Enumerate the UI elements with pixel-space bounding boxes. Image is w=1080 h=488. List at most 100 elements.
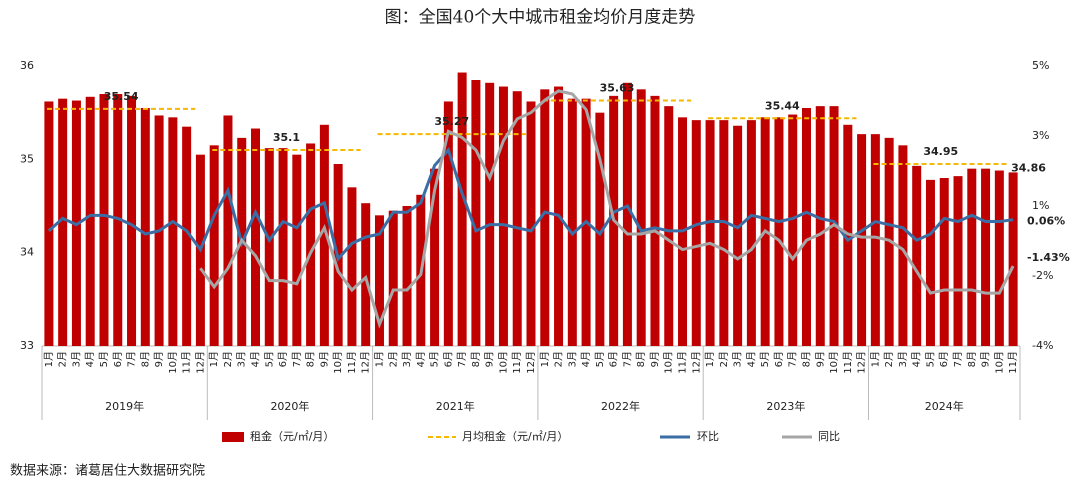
bar [622, 82, 632, 347]
bar [870, 134, 880, 346]
x-tick-label: 11月 [842, 351, 854, 374]
x-tick-label: 10月 [993, 351, 1005, 374]
x-tick-label: 10月 [332, 351, 344, 374]
x-tick-label: 8月 [800, 351, 812, 367]
x-tick-label: 3月 [401, 351, 413, 367]
bar [788, 114, 798, 347]
bar [471, 80, 481, 346]
x-tick-label: 4月 [250, 351, 262, 367]
x-tick-label: 12月 [360, 351, 372, 374]
bar [719, 120, 729, 346]
x-tick-label: 9月 [980, 351, 992, 367]
x-tick-label: 6月 [277, 351, 289, 367]
y-tick-label: 35 [20, 152, 34, 165]
x-tick-label: 10月 [497, 351, 509, 374]
bar [801, 108, 811, 346]
x-tick-label: 9月 [318, 351, 330, 367]
x-tick-label: 2月 [387, 351, 399, 367]
x-tick-label: 3月 [897, 351, 909, 367]
x-tick-label: 3月 [70, 351, 82, 367]
bar [443, 101, 453, 346]
bar [292, 154, 302, 346]
bar [746, 120, 756, 346]
x-tick-label: 7月 [621, 351, 633, 367]
bar [815, 106, 825, 346]
bar [691, 120, 701, 346]
x-tick-label: 8月 [966, 351, 978, 367]
bar [912, 165, 922, 346]
x-tick-label: 1月 [208, 351, 220, 367]
bar [939, 178, 949, 346]
x-tick-label: 6月 [442, 351, 454, 367]
x-tick-label: 1月 [869, 351, 881, 367]
x-tick-label: 5月 [429, 351, 441, 367]
x-tick-label: 8月 [139, 351, 151, 367]
bar [223, 115, 233, 346]
bar [347, 187, 357, 346]
x-tick-label: 8月 [635, 351, 647, 367]
year-label: 2020年 [270, 399, 309, 413]
x-tick-label: 12月 [525, 351, 537, 374]
line-series [199, 89, 1015, 329]
bar [498, 86, 508, 347]
x-tick-label: 12月 [856, 351, 868, 374]
bar [664, 106, 674, 346]
x-tick-label: 4月 [580, 351, 592, 367]
y2-tick-label: 1% [1032, 199, 1049, 212]
chart-title: 图：全国40个大中城市租金均价月度走势 [385, 8, 696, 28]
bar [209, 145, 219, 346]
x-tick-label: 11月 [511, 351, 523, 374]
bar [595, 112, 605, 347]
legend-label: 租金（元/㎡/月） [250, 429, 334, 443]
bar-end-label: 34.86 [1011, 161, 1046, 174]
bar [636, 89, 646, 346]
bar [457, 72, 467, 347]
average-label: 35.27 [434, 115, 469, 128]
bar [540, 89, 550, 346]
x-tick-label: 8月 [305, 351, 317, 367]
bar [402, 206, 412, 346]
bar [306, 143, 316, 346]
x-tick-label: 5月 [98, 351, 110, 367]
y-tick-label: 33 [20, 339, 34, 352]
bar [319, 124, 329, 346]
x-tick-label: 2月 [57, 351, 69, 367]
x-tick-label: 2月 [883, 351, 895, 367]
average-label: 35.1 [273, 131, 300, 144]
year-label: 2021年 [436, 399, 475, 413]
x-tick-label: 1月 [373, 351, 385, 367]
x-tick-label: 8月 [470, 351, 482, 367]
bar [925, 179, 935, 346]
y2-tick-label: 5% [1032, 59, 1049, 72]
bar [512, 91, 522, 346]
x-tick-label: 9月 [814, 351, 826, 367]
legend-label: 同比 [818, 430, 840, 443]
x-tick-label: 7月 [952, 351, 964, 367]
x-tick-label: 5月 [263, 351, 275, 367]
y2-tick-label: 3% [1032, 129, 1049, 142]
bar [733, 125, 743, 346]
bar [567, 98, 577, 347]
x-tick-label: 7月 [291, 351, 303, 367]
x-tick-label: 4月 [84, 351, 96, 367]
x-tick-label: 7月 [126, 351, 138, 367]
average-label: 35.44 [765, 99, 800, 112]
x-tick-label: 6月 [608, 351, 620, 367]
bar [44, 101, 54, 346]
bar [485, 82, 495, 347]
y-tick-label: 34 [20, 246, 34, 259]
bar [898, 145, 908, 346]
bar [168, 117, 178, 346]
year-label: 2022年 [601, 399, 640, 413]
bar [430, 168, 440, 346]
bar [994, 170, 1004, 346]
average-label: 35.63 [600, 82, 635, 95]
x-tick-label: 3月 [732, 351, 744, 367]
x-tick-label: 5月 [594, 351, 606, 367]
bar [361, 203, 371, 346]
x-tick-label: 11月 [181, 351, 193, 374]
x-tick-label: 6月 [773, 351, 785, 367]
x-tick-label: 10月 [663, 351, 675, 374]
average-label: 34.95 [923, 145, 958, 158]
